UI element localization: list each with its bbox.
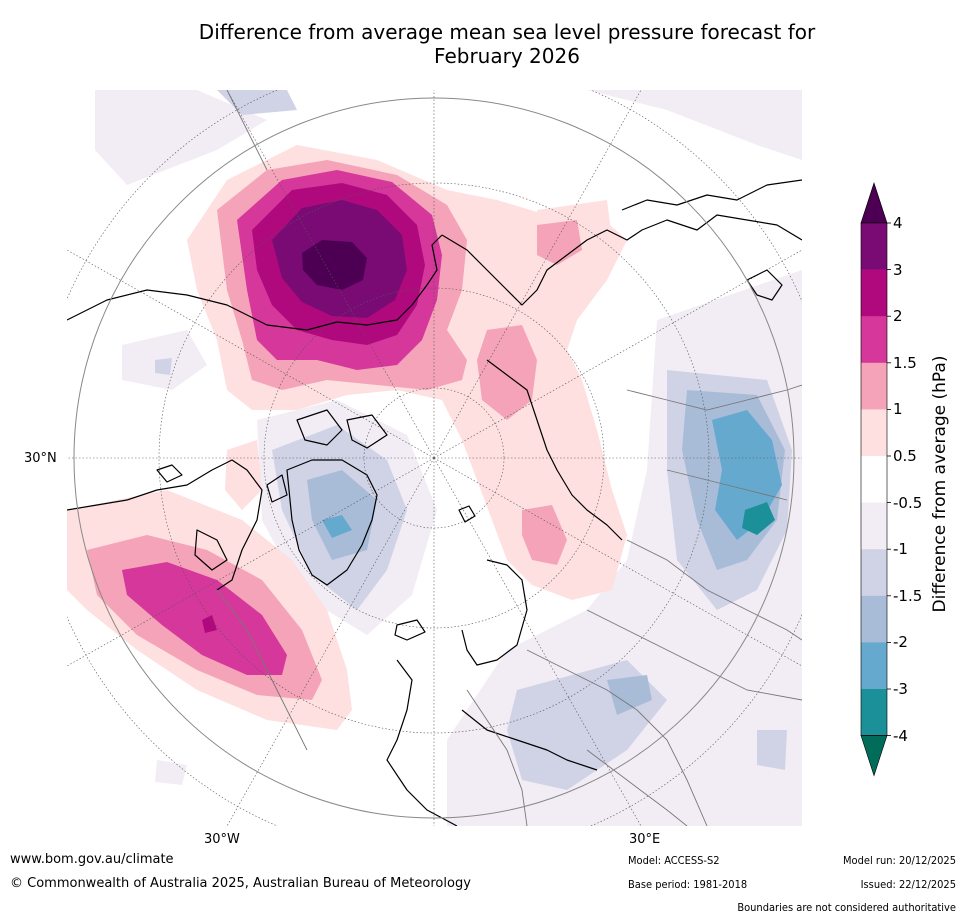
latitude-label-30n: 30°N xyxy=(24,451,57,466)
colorbar-band xyxy=(861,502,887,550)
coastlines xyxy=(67,179,802,826)
longitude-label-30w: 30°W xyxy=(204,832,240,847)
colorbar-title: Difference from average (hPa) xyxy=(930,355,950,613)
disclaimer-text: Boundaries are not considered authoritat… xyxy=(737,901,956,914)
colorbar-tick-label: 4 xyxy=(893,214,903,232)
colorbar-tick-label: -1.5 xyxy=(893,586,923,605)
country-borders xyxy=(216,90,802,826)
chart-title-line1: Difference from average mean sea level p… xyxy=(198,20,816,44)
map-horizon xyxy=(73,97,795,819)
colorbar-over-arrow xyxy=(860,182,888,224)
colorbar-tick-label: -3 xyxy=(893,680,908,698)
colorbar-band xyxy=(861,409,887,457)
map-panel xyxy=(67,90,802,826)
chart-title-line2: February 2026 xyxy=(434,44,580,68)
colorbar-frame xyxy=(860,222,888,736)
colorbar-tick-label: 1.5 xyxy=(893,353,917,372)
colorbar-under-arrow xyxy=(860,735,888,777)
colorbar-band xyxy=(861,316,887,364)
colorbar-band xyxy=(861,223,887,270)
chart-title: Difference from average mean sea level p… xyxy=(0,20,965,68)
extreme-negative-anomaly xyxy=(742,502,775,535)
issued-text: Issued: 22/12/2025 xyxy=(860,878,956,891)
colorbar-tick-label: -0.5 xyxy=(893,493,923,512)
copyright-text: © Commonwealth of Australia 2025, Austra… xyxy=(10,876,471,891)
base-period-text: Base period: 1981-2018 xyxy=(628,878,748,891)
website-link[interactable]: www.bom.gov.au/climate xyxy=(10,852,174,867)
colorbar-band xyxy=(861,642,887,690)
colorbar-tick-label: 3 xyxy=(893,260,903,279)
colorbar-band xyxy=(861,269,887,317)
colorbar: 4 3 2 1.5 1 0.5 -0.5 -1 -1.5 -2 -3 -4 xyxy=(855,180,965,790)
model-run-text: Model run: 20/12/2025 xyxy=(843,854,956,867)
graticule xyxy=(67,90,802,826)
colorbar-band xyxy=(861,362,887,410)
colorbar-tick-label: 1 xyxy=(893,400,903,419)
colorbar-band xyxy=(861,689,887,736)
colorbar-tick-label: -2 xyxy=(893,633,908,652)
colorbar-band xyxy=(861,549,887,597)
model-text: Model: ACCESS-S2 xyxy=(628,854,720,867)
anomaly-map xyxy=(67,90,802,826)
longitude-label-30e: 30°E xyxy=(629,832,661,847)
colorbar-tick-label: 0.5 xyxy=(893,447,917,465)
colorbar-scale xyxy=(860,182,891,777)
colorbar-tick-label: -1 xyxy=(893,540,908,559)
colorbar-tick-label: -4 xyxy=(893,726,908,745)
colorbar-tick-label: 2 xyxy=(893,307,903,326)
colorbar-band xyxy=(861,456,887,503)
colorbar-band xyxy=(861,595,887,643)
